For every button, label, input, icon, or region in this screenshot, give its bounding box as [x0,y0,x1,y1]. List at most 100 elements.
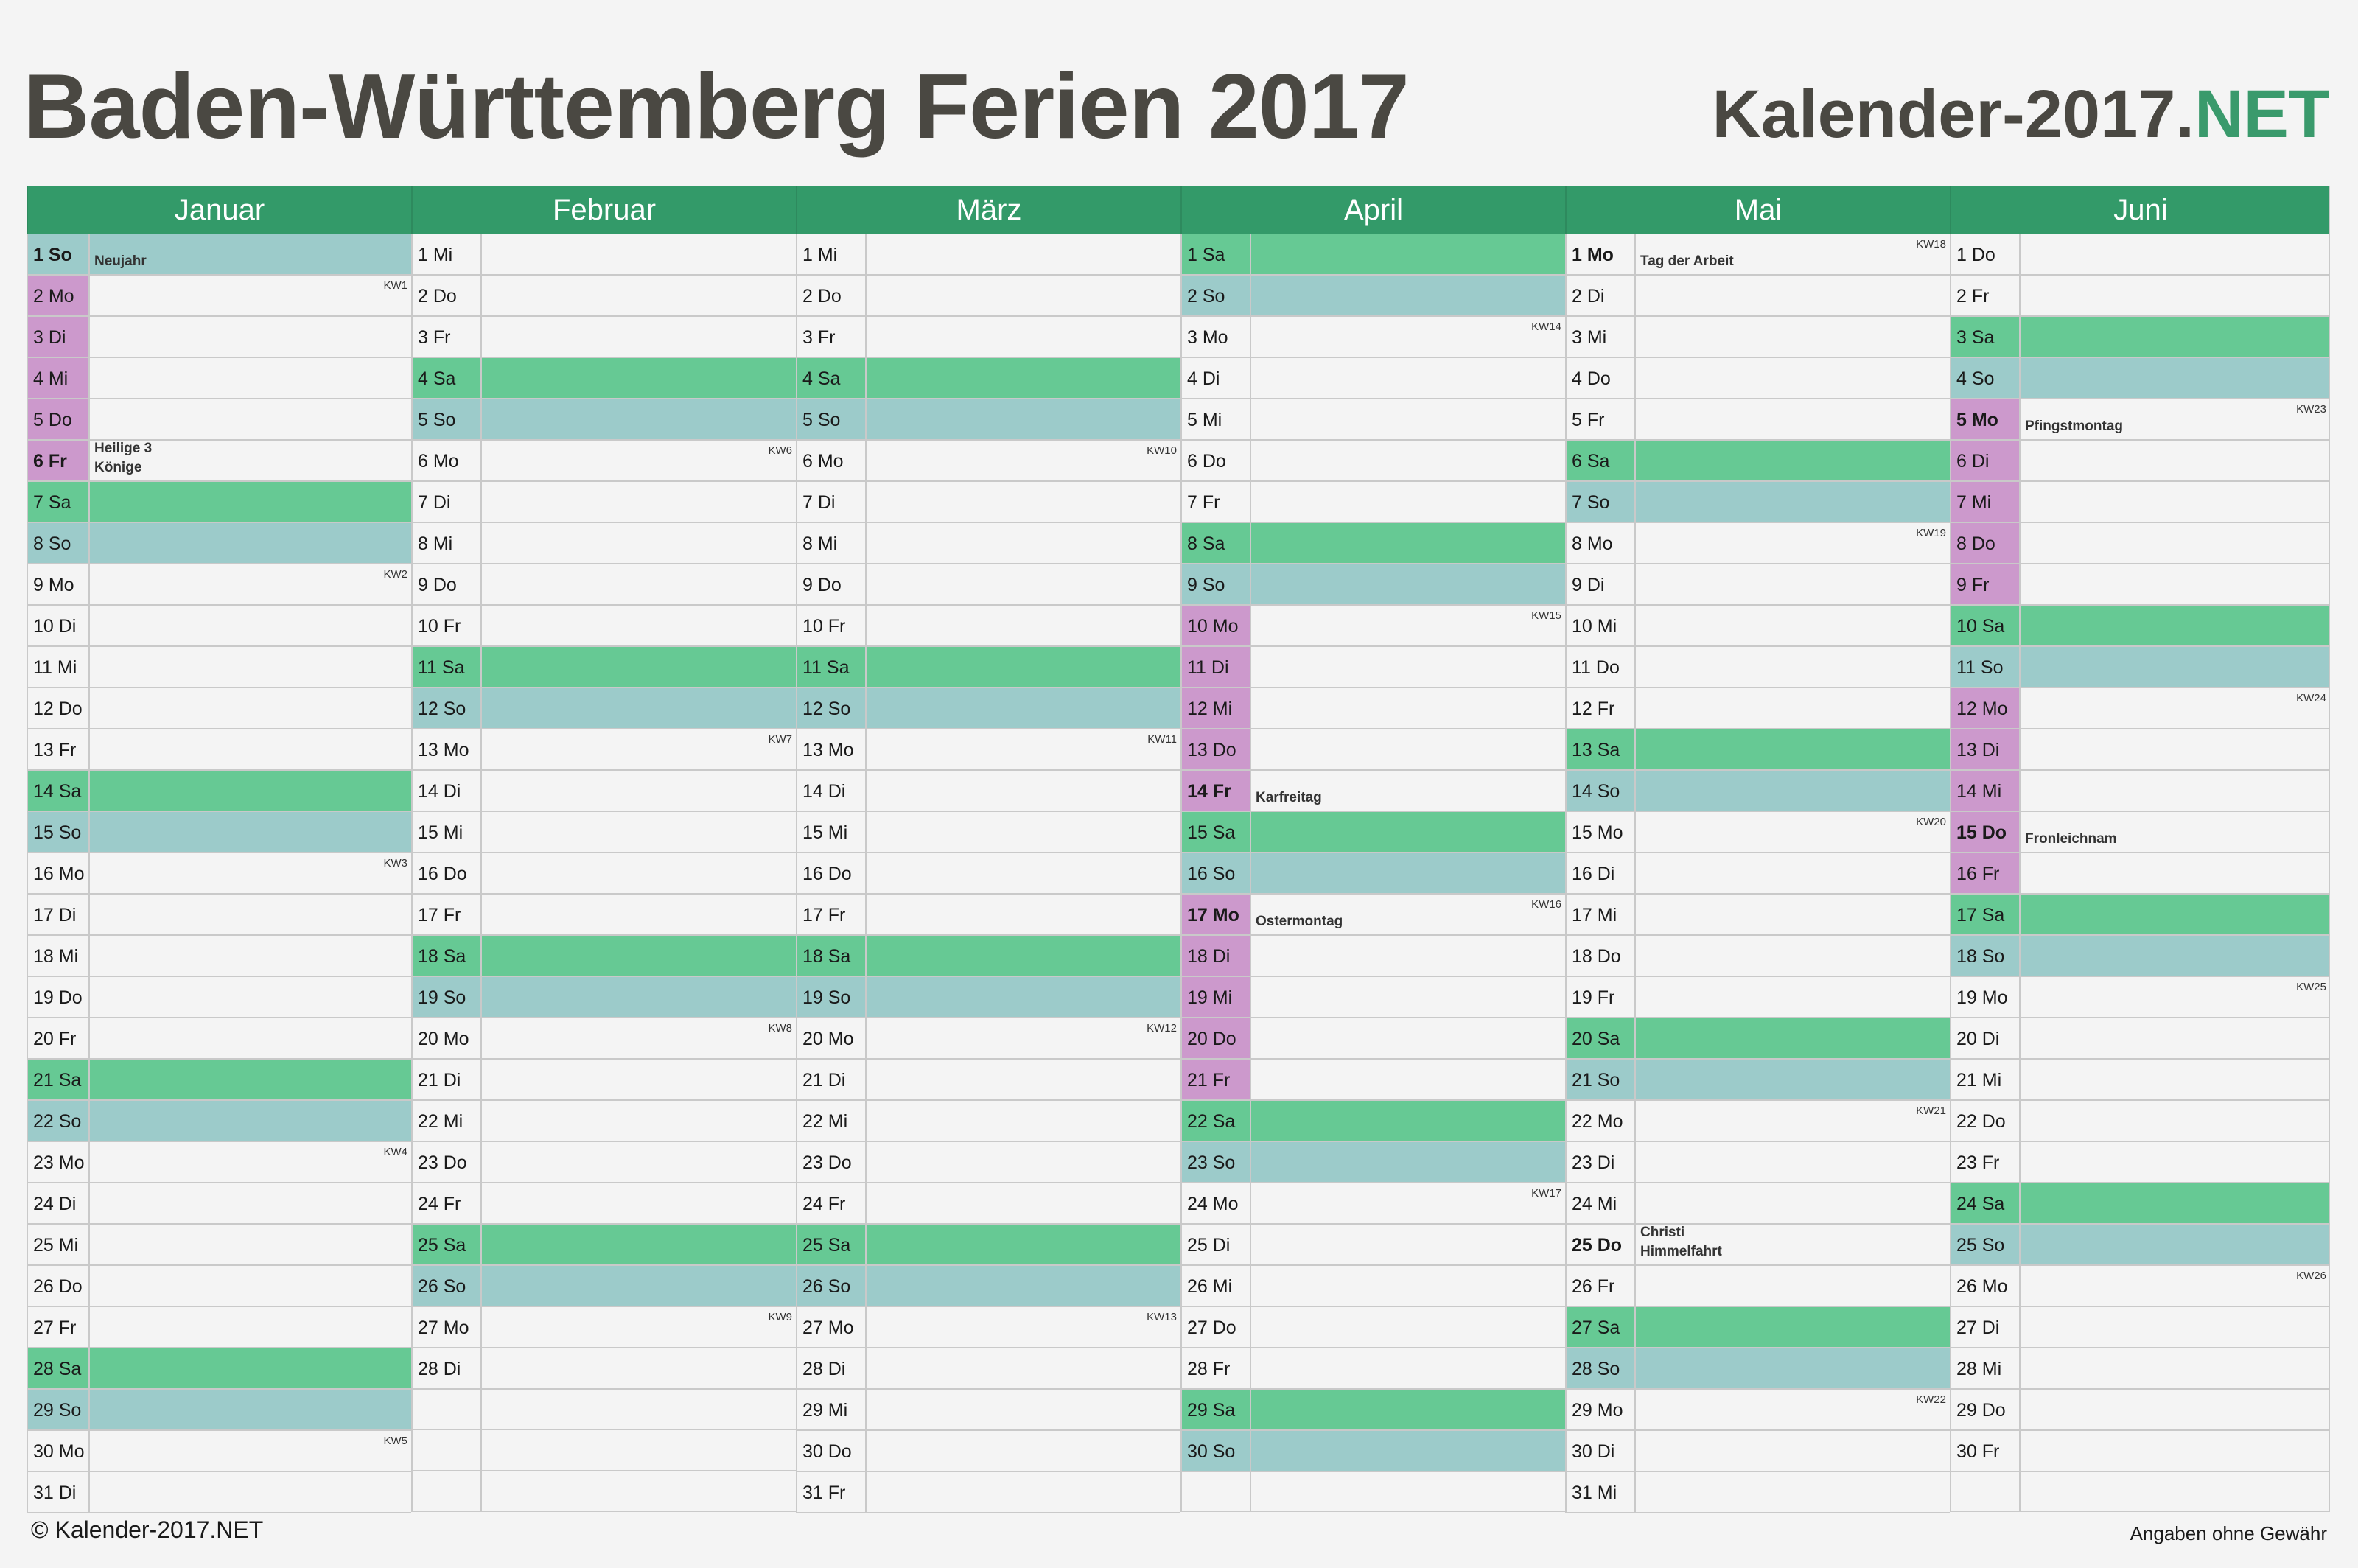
day-row: 13 Do [1180,729,1565,771]
day-label: 25 Mi [27,1225,88,1264]
day-label: 5 So [796,399,865,439]
week-number: KW18 [1916,238,1946,251]
day-note-cell [1250,1142,1565,1182]
day-row: 24 Fr [411,1183,796,1225]
day-row: 8 Mi [796,523,1180,564]
day-row: 21 Di [796,1060,1180,1101]
day-row: 20 Sa [1565,1018,1950,1060]
day-row: 18 Sa [796,936,1180,977]
day-note-cell [865,1348,1180,1388]
day-note-cell [480,1183,796,1223]
day-label: 13 Sa [1565,729,1634,769]
day-row: 25 Sa [411,1225,796,1266]
holiday-name: Ostermontag [1256,914,1343,929]
day-label: 18 Sa [796,936,865,976]
day-row: 28 Di [796,1348,1180,1390]
day-row: 5 Fr [1565,399,1950,441]
day-row: 19 Do [27,977,411,1018]
day-label: 11 So [1950,647,2019,687]
day-row: 1 Mo Tag der Arbeit KW18 [1565,234,1950,276]
day-note-cell [1250,1225,1565,1264]
day-note-cell [865,482,1180,522]
week-number: KW15 [1531,609,1561,622]
day-note-cell [480,853,796,893]
day-note-cell [480,1390,796,1429]
week-number: KW5 [383,1435,407,1447]
day-label: 2 Di [1565,276,1634,315]
day-label: 3 Fr [796,317,865,357]
day-note-cell: KW24 [2019,688,2330,728]
day-label: 1 Mo [1565,234,1634,274]
day-row: 1 Do [1950,234,2330,276]
month-header: Juni [1950,186,2330,234]
day-label: 18 Mi [27,936,88,976]
day-note-cell: KW12 [865,1018,1180,1058]
day-row: 18 Di [1180,936,1565,977]
day-row: 10 Sa [1950,606,2330,647]
day-note-cell: KW22 [1634,1390,1950,1429]
day-row: 11 So [1950,647,2330,688]
day-label: 30 Mo [27,1431,88,1471]
week-number: KW7 [768,733,792,746]
day-note-cell [2019,1060,2330,1099]
day-row: 6 Mo KW10 [796,441,1180,482]
day-note-cell [88,895,411,934]
day-label: 6 Mo [796,441,865,480]
day-label: 2 Mo [27,276,88,315]
day-label: 5 So [411,399,480,439]
day-label: 31 Fr [796,1472,865,1512]
empty-row [411,1430,796,1471]
day-row: 25 Di [1180,1225,1565,1266]
day-label: 3 Mo [1180,317,1250,357]
day-note-cell [480,1060,796,1099]
day-row: 26 So [796,1266,1180,1307]
day-note-cell [88,1472,411,1512]
holiday-name: Neujahr [94,253,147,269]
day-note-cell [480,1225,796,1264]
day-label: 13 Mo [411,729,480,769]
day-row: 7 Sa [27,482,411,523]
day-row: 29 Sa [1180,1390,1565,1431]
day-label: 11 Di [1180,647,1250,687]
day-note-cell [1250,523,1565,563]
day-label: 23 Di [1565,1142,1634,1182]
day-note-cell [1634,853,1950,893]
day-note-cell: Neujahr [88,234,411,274]
day-row: 4 Mi [27,358,411,399]
day-note-cell [88,1183,411,1223]
day-row: 26 Fr [1565,1266,1950,1307]
day-row: 10 Fr [796,606,1180,647]
day-label: 23 Do [411,1142,480,1182]
day-row: 2 So [1180,276,1565,317]
day-label: 26 Fr [1565,1266,1634,1306]
day-note-cell [1634,647,1950,687]
day-note-cell [480,895,796,934]
day-label: 17 Fr [796,895,865,934]
day-label: 29 Mo [1565,1390,1634,1429]
day-label: 20 Di [1950,1018,2019,1058]
day-note-cell: KW20 [1634,812,1950,852]
day-note-cell [1250,1431,1565,1471]
day-row: 16 Mo KW3 [27,853,411,895]
week-number: KW11 [1147,733,1177,746]
day-label: 18 Di [1180,936,1250,976]
day-label: 8 Mi [411,523,480,563]
day-row: 17 Mo Ostermontag KW16 [1180,895,1565,936]
day-label: 6 Di [1950,441,2019,480]
day-note-cell [2019,317,2330,357]
day-row: 24 Di [27,1183,411,1225]
day-note-cell [88,977,411,1017]
day-row: 4 Di [1180,358,1565,399]
day-note-cell: Ostermontag KW16 [1250,895,1565,934]
day-row: 9 Fr [1950,564,2330,606]
day-row: 30 Mo KW5 [27,1431,411,1472]
day-note-cell [1250,647,1565,687]
day-label: 31 Mi [1565,1472,1634,1512]
day-note-cell [480,358,796,398]
day-row: 6 Sa [1565,441,1950,482]
day-note-cell: Tag der Arbeit KW18 [1634,234,1950,274]
day-note-cell [1250,729,1565,769]
day-note-cell: KW8 [480,1018,796,1058]
day-row: 19 Mo KW25 [1950,977,2330,1018]
day-label: 15 Do [1950,812,2019,852]
